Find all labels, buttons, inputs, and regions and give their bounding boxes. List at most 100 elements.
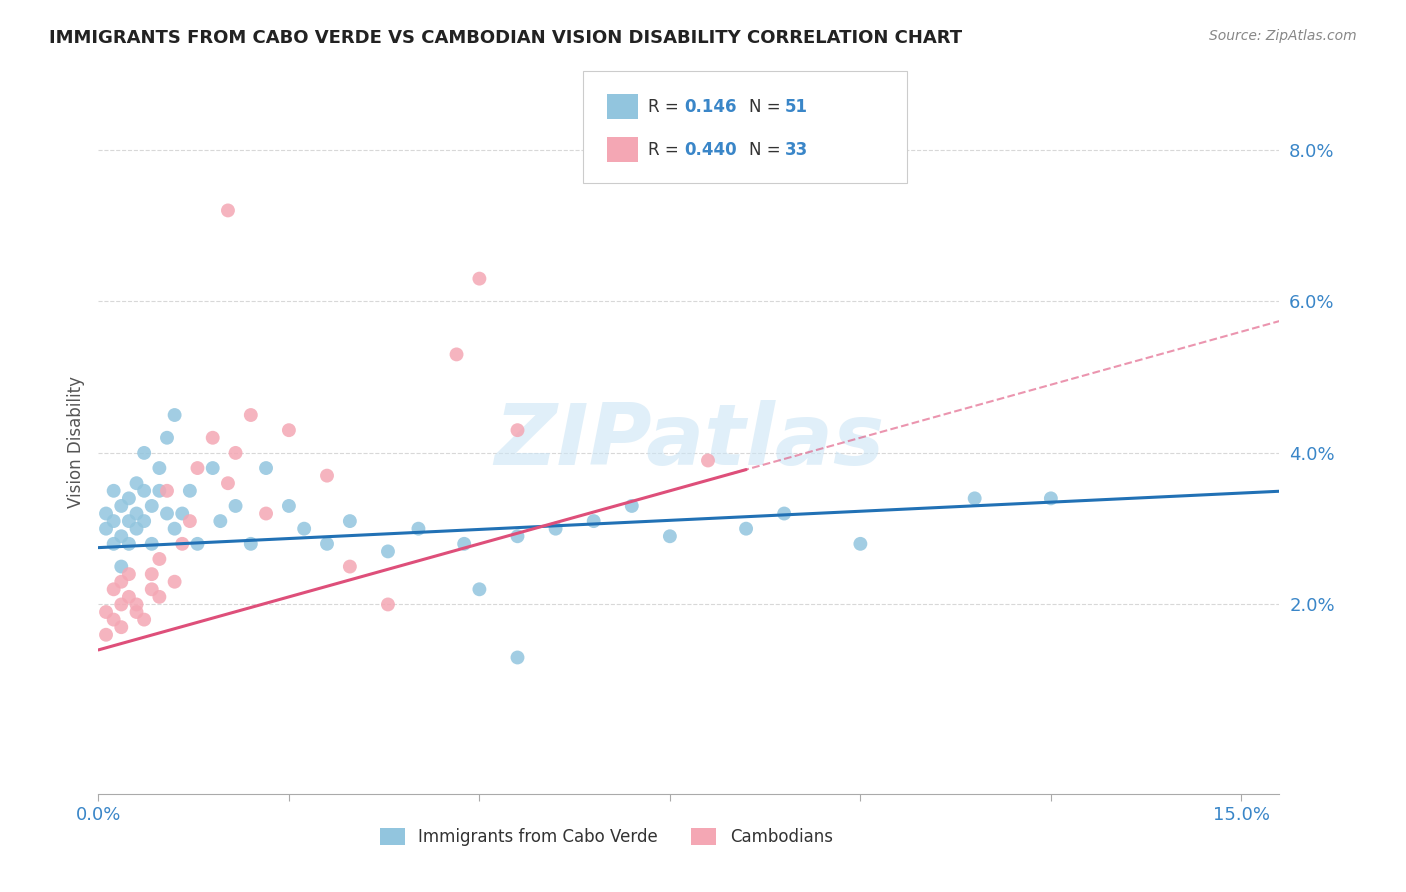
Point (225, 446, 247, 460)
Point (339, 514, 361, 528)
Point (453, 537, 475, 551)
Point (94, 522, 117, 536)
Point (292, 522, 315, 536)
Point (103, 582, 125, 597)
Text: 51: 51 (785, 97, 807, 116)
Point (277, 423, 299, 437)
Point (118, 590, 141, 604)
Point (506, 529, 529, 543)
Point (1039, 491, 1062, 506)
Point (849, 537, 872, 551)
Point (179, 514, 201, 528)
Point (377, 598, 399, 612)
Point (544, 522, 567, 536)
Point (141, 499, 163, 513)
Point (134, 446, 156, 460)
Point (94, 507, 117, 521)
Point (148, 483, 170, 498)
Text: Source: ZipAtlas.com: Source: ZipAtlas.com (1209, 29, 1357, 43)
Point (316, 537, 339, 551)
Point (735, 522, 758, 536)
Point (163, 408, 186, 422)
Point (239, 537, 262, 551)
Point (239, 408, 262, 422)
Point (316, 468, 339, 483)
Point (156, 483, 179, 498)
Point (172, 537, 194, 551)
Point (148, 461, 170, 475)
Point (582, 514, 605, 528)
Point (506, 423, 529, 437)
Point (125, 605, 148, 619)
Point (118, 491, 141, 506)
Point (468, 582, 491, 597)
Point (148, 552, 170, 566)
Text: IMMIGRANTS FROM CABO VERDE VS CAMBODIAN VISION DISABILITY CORRELATION CHART: IMMIGRANTS FROM CABO VERDE VS CAMBODIAN … (49, 29, 962, 46)
Point (408, 522, 430, 536)
Point (201, 431, 224, 445)
Point (156, 431, 179, 445)
Point (446, 347, 468, 361)
Point (141, 582, 163, 597)
Point (125, 522, 148, 536)
Point (134, 483, 156, 498)
Text: 33: 33 (785, 141, 808, 159)
Point (186, 461, 208, 475)
Point (118, 567, 141, 582)
Point (277, 499, 299, 513)
Point (156, 507, 179, 521)
Point (110, 620, 132, 634)
Point (110, 598, 132, 612)
Point (94, 628, 117, 642)
Point (773, 507, 796, 521)
Point (125, 598, 148, 612)
Legend: Immigrants from Cabo Verde, Cambodians: Immigrants from Cabo Verde, Cambodians (373, 821, 839, 853)
Point (963, 491, 986, 506)
Point (209, 514, 232, 528)
Point (217, 476, 239, 491)
Point (103, 613, 125, 627)
Text: ZIPatlas: ZIPatlas (494, 400, 884, 483)
Point (110, 499, 132, 513)
Point (377, 544, 399, 558)
Point (620, 499, 643, 513)
Point (110, 559, 132, 574)
Point (697, 453, 720, 467)
Point (225, 499, 247, 513)
Text: N =: N = (749, 141, 786, 159)
Point (217, 203, 239, 218)
Point (201, 461, 224, 475)
Text: N =: N = (749, 97, 786, 116)
Point (141, 567, 163, 582)
Point (172, 507, 194, 521)
Point (118, 514, 141, 528)
Point (110, 574, 132, 589)
Point (468, 271, 491, 285)
Point (125, 507, 148, 521)
Point (141, 537, 163, 551)
Text: R =: R = (648, 141, 685, 159)
Point (103, 537, 125, 551)
Point (179, 483, 201, 498)
Point (103, 514, 125, 528)
Point (254, 461, 277, 475)
Text: 0.146: 0.146 (685, 97, 737, 116)
Text: R =: R = (648, 97, 685, 116)
Point (163, 522, 186, 536)
Point (118, 537, 141, 551)
Point (94, 605, 117, 619)
Point (506, 650, 529, 665)
Point (134, 613, 156, 627)
Point (339, 559, 361, 574)
Point (186, 537, 208, 551)
Point (103, 483, 125, 498)
Point (658, 529, 681, 543)
Point (254, 507, 277, 521)
Text: 0.440: 0.440 (685, 141, 737, 159)
Point (125, 476, 148, 491)
Point (163, 574, 186, 589)
Point (148, 590, 170, 604)
Y-axis label: Vision Disability: Vision Disability (66, 376, 84, 508)
Point (134, 514, 156, 528)
Point (110, 529, 132, 543)
